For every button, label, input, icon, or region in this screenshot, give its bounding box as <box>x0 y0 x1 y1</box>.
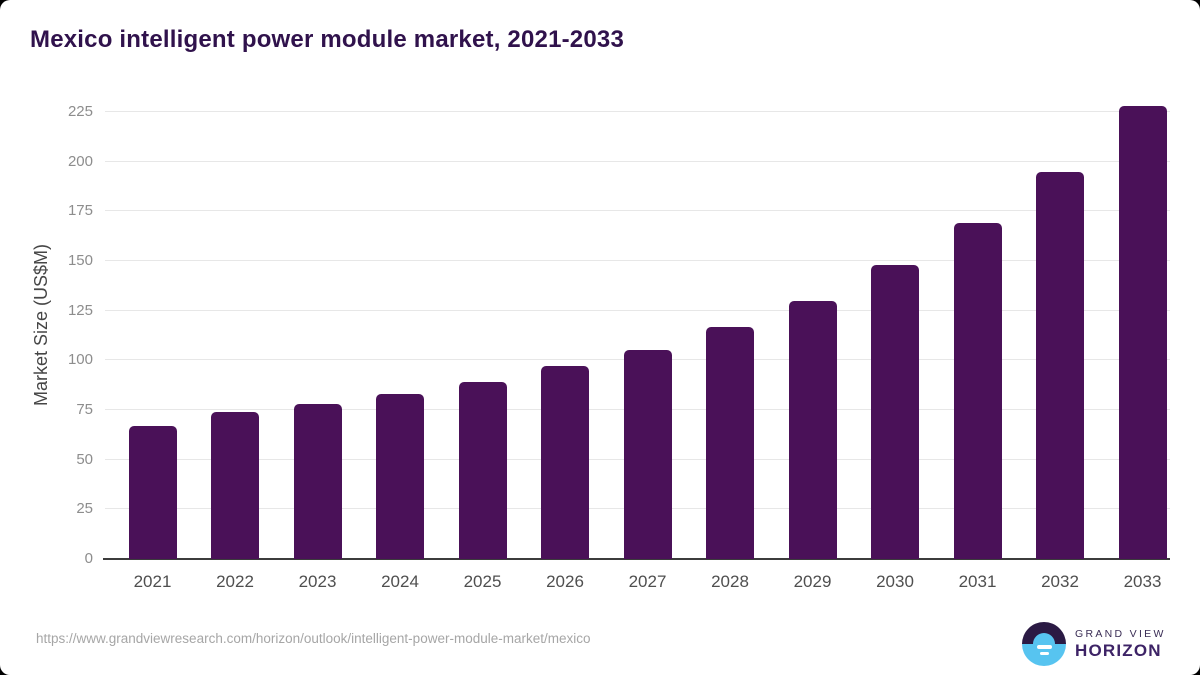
gridline-y-200 <box>105 160 1170 162</box>
y-tick-label-100: 100 <box>67 351 93 369</box>
bar-2023 <box>293 404 342 559</box>
x-tick-label-2027: 2027 <box>628 572 667 591</box>
bar-2022 <box>211 412 259 559</box>
x-tick-label-2026: 2026 <box>546 572 584 591</box>
bar-2021 <box>128 425 177 559</box>
bar-2029 <box>788 300 837 559</box>
grand-view-horizon-logo: GRAND VIEW HORIZON <box>1022 622 1166 666</box>
horizon-sunrise-icon <box>1022 622 1066 666</box>
x-tick-label-2023: 2023 <box>298 572 337 591</box>
x-tick-label-2029: 2029 <box>793 572 832 591</box>
x-tick-label-2021: 2021 <box>133 572 172 591</box>
bar-2030 <box>871 264 919 559</box>
y-tick-label-175: 175 <box>67 202 93 220</box>
x-tick-label-2022: 2022 <box>216 572 254 591</box>
x-tick-label-2030: 2030 <box>876 572 914 591</box>
y-tick-label-50: 50 <box>76 450 93 468</box>
bar-chart-plot-area: Market Size (US$M) 0 25 50 75 100 125 150 175 20… <box>31 90 1170 591</box>
bar-2032 <box>1036 171 1084 559</box>
y-tick-label-200: 200 <box>67 152 93 170</box>
chart-title: Mexico intelligent power module market, … <box>30 26 625 53</box>
y-tick-label-225: 225 <box>67 103 93 120</box>
bar-2024 <box>376 394 424 559</box>
x-tick-label-2032: 2032 <box>1041 572 1079 591</box>
gridline-y-125 <box>105 309 1170 311</box>
gridline-y-225 <box>105 111 1170 112</box>
bar-2031 <box>953 223 1002 559</box>
y-tick-label-75: 75 <box>76 401 93 418</box>
logo-product-name: HORIZON <box>1075 640 1162 660</box>
bar-2033 <box>1118 106 1167 559</box>
y-tick-label-150: 150 <box>67 252 93 269</box>
x-tick-label-2031: 2031 <box>958 572 997 591</box>
gridline-y-150 <box>105 260 1170 261</box>
gridline-y-175 <box>105 210 1170 212</box>
bar-2027 <box>623 350 672 559</box>
x-tick-label-2028: 2028 <box>711 572 749 591</box>
bar-2028 <box>706 326 754 559</box>
x-tick-label-2024: 2024 <box>381 572 419 591</box>
y-tick-label-0: 0 <box>84 550 93 567</box>
x-axis-line <box>103 558 1170 560</box>
x-tick-label-2033: 2033 <box>1123 572 1162 591</box>
bar-2025 <box>458 382 507 559</box>
source-url-text: https://www.grandviewresearch.com/horizo… <box>36 631 591 646</box>
y-tick-label-25: 25 <box>76 500 93 518</box>
y-tick-label-125: 125 <box>67 301 93 319</box>
logo-brand-name: GRAND VIEW <box>1075 627 1166 640</box>
logo-text: GRAND VIEW HORIZON <box>1075 628 1166 661</box>
bar-2026 <box>541 366 589 559</box>
x-tick-label-2025: 2025 <box>463 572 502 591</box>
